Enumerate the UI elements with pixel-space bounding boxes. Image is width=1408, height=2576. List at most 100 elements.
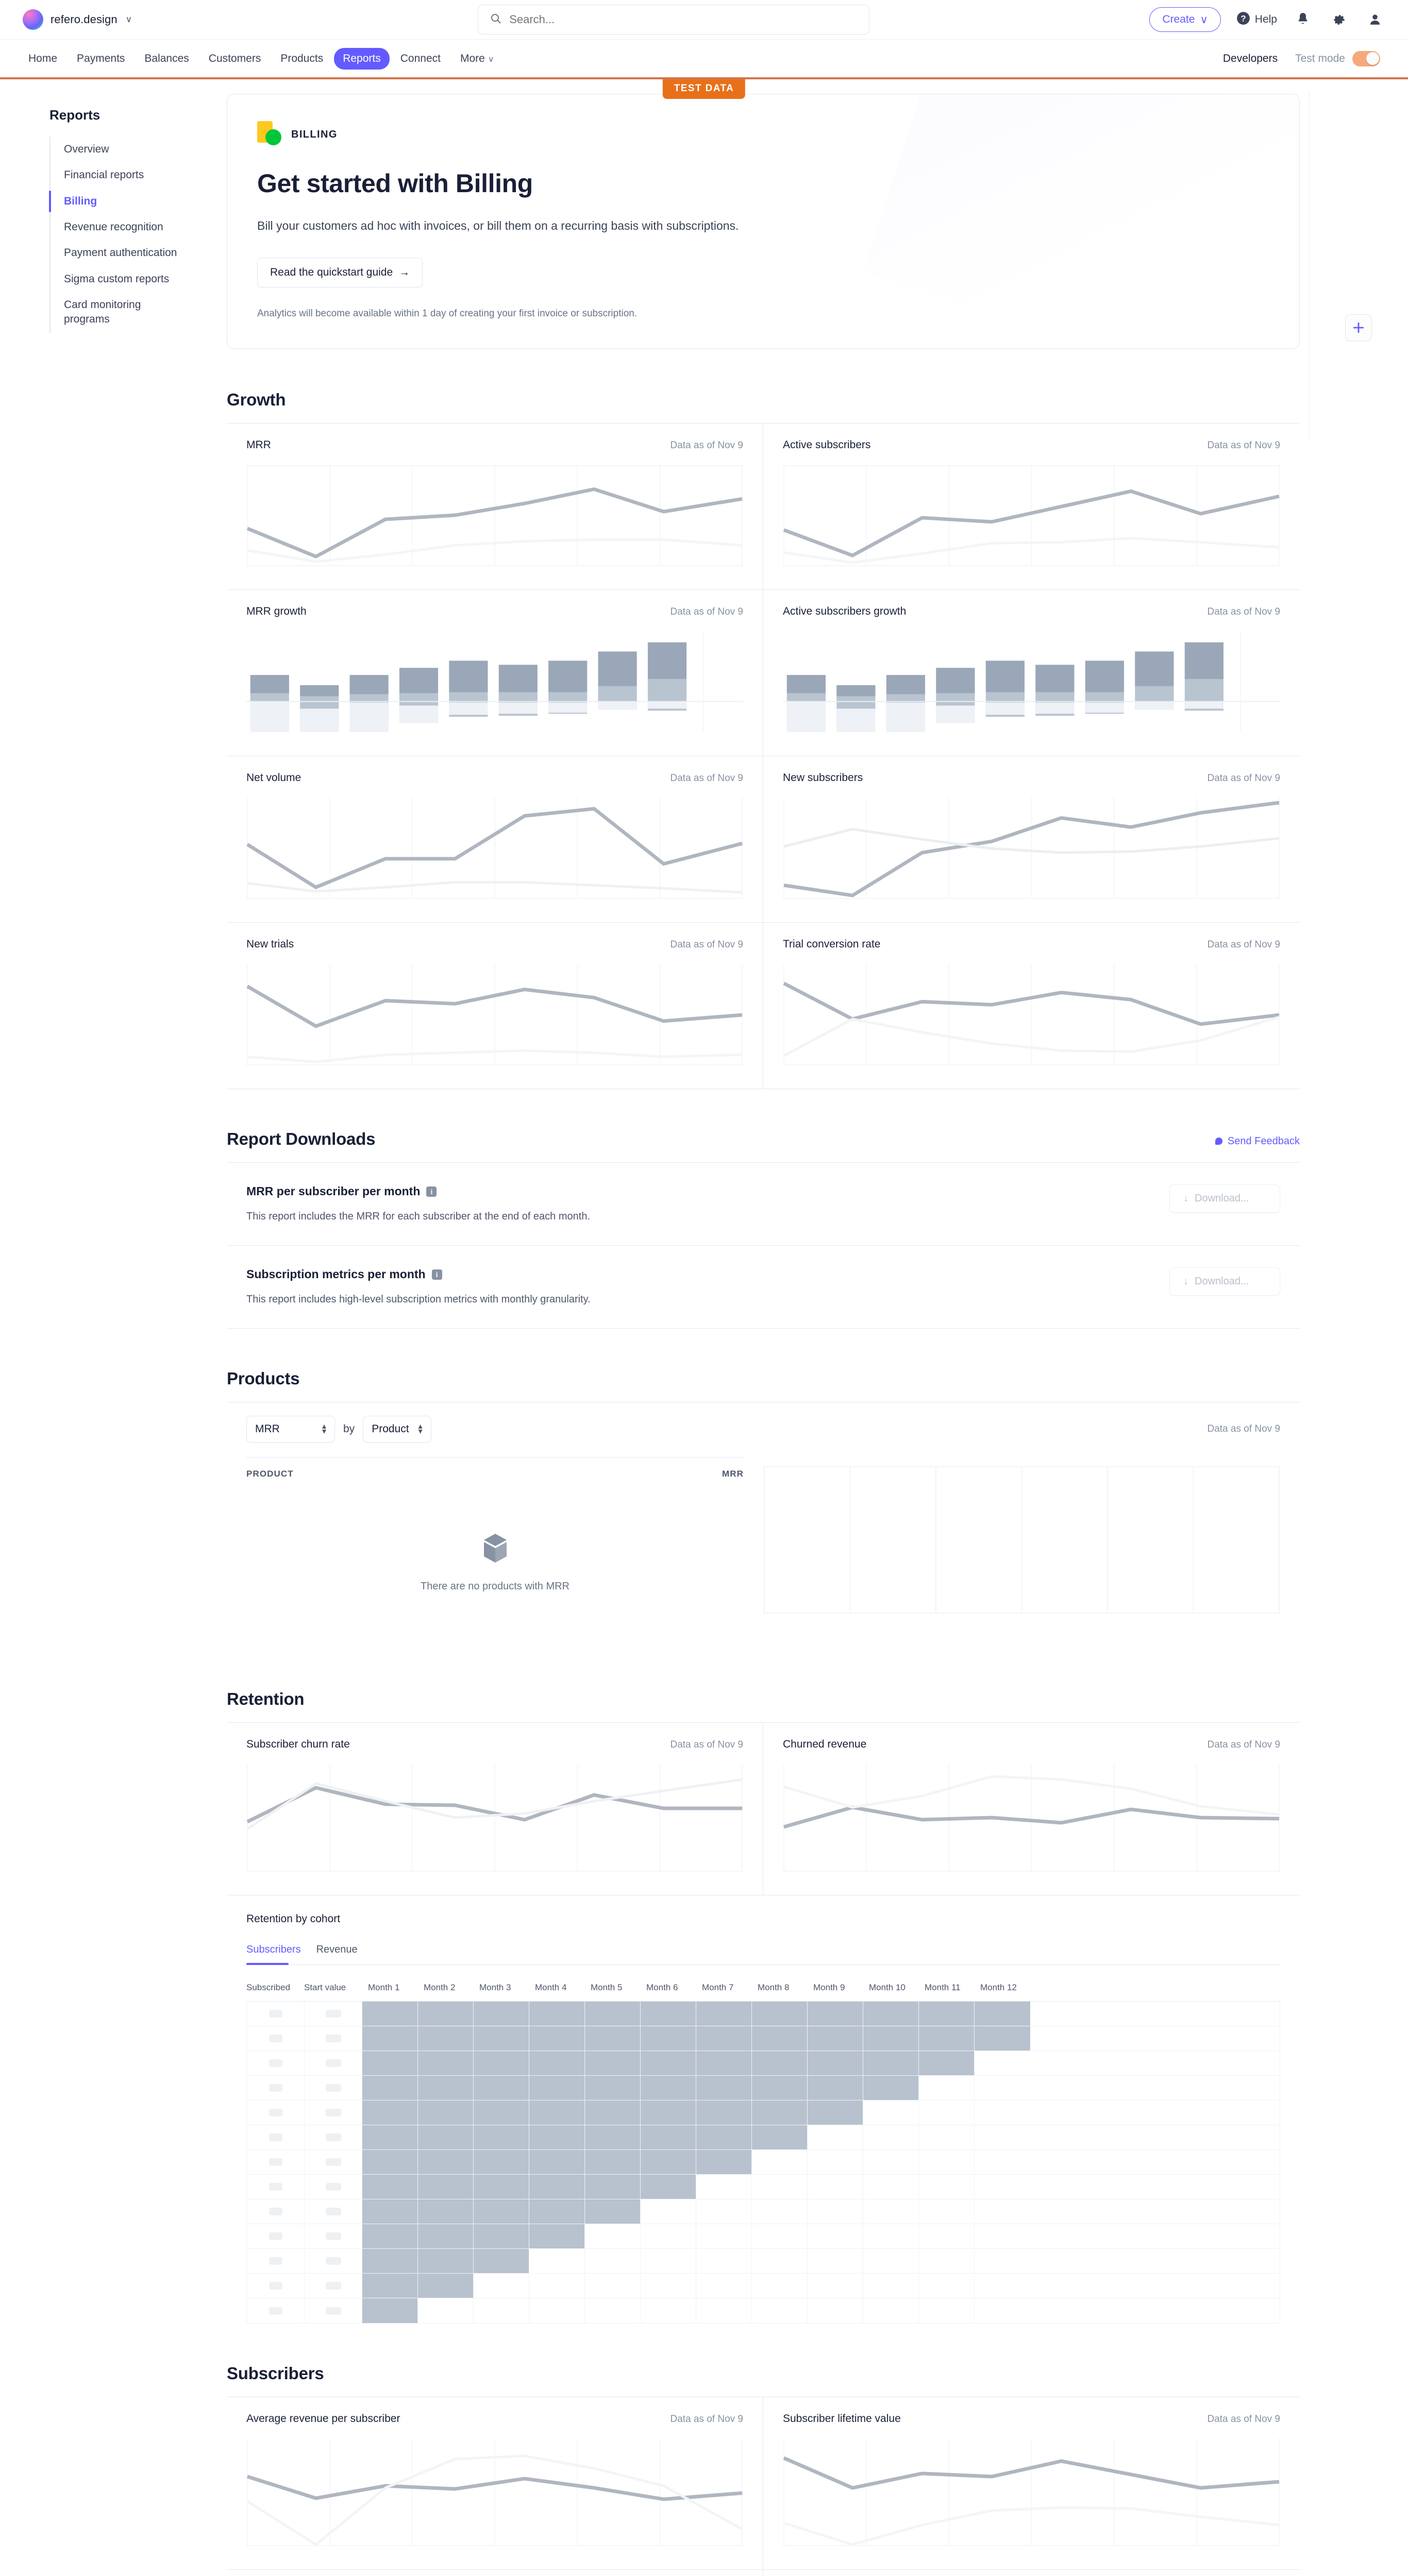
card-title: MRR growth [246, 605, 307, 617]
tab-revenue[interactable]: Revenue [316, 1944, 358, 1955]
card-as-of: Data as of Nov 9 [1207, 440, 1280, 451]
sidebar-item-revenue-recognition[interactable]: Revenue recognition [64, 221, 163, 233]
cohort-skeleton-cell [305, 2224, 362, 2248]
metric-select[interactable]: MRR ▴ ▾ [246, 1416, 335, 1443]
sparkline-new-trials [246, 964, 743, 1065]
help-button[interactable]: ? Help [1236, 11, 1277, 28]
cohort-cell-filled [585, 2199, 641, 2224]
cohort-skeleton-cell [305, 2026, 362, 2050]
gear-icon[interactable] [1329, 9, 1349, 30]
nav-item-home[interactable]: Home [28, 52, 58, 64]
nav-item-more[interactable]: More ∨ [451, 48, 503, 70]
cohort-skeleton-cell [305, 2002, 362, 2026]
cohort-cell-filled [641, 2002, 696, 2026]
cohort-cell-empty [752, 2249, 808, 2273]
cohort-column-header: Month 6 [646, 1982, 678, 1992]
nav-item-balances[interactable]: Balances [144, 52, 189, 64]
card-new-subscribers[interactable]: New subscribers Data as of Nov 9 [763, 756, 1300, 923]
feedback-bubble-icon [1215, 1138, 1222, 1145]
report-row-subscription-metrics: Subscription metrics per month i This re… [227, 1246, 1300, 1329]
retention-section: Retention Subscriber churn rate Data as … [227, 1689, 1300, 2324]
cohort-cell-empty [808, 2298, 863, 2323]
developers-link[interactable]: Developers [1222, 52, 1278, 64]
card-average-revenue-per-subscriber[interactable]: Average revenue per subscriber Data as o… [227, 2397, 763, 2570]
sidebar-item-card-monitoring-programs[interactable]: Card monitoring programs [64, 299, 141, 326]
growth-section: Growth MRR Data as of Nov 9 [227, 390, 1300, 1089]
test-mode-toggle[interactable] [1352, 50, 1380, 66]
cohort-cell-empty [919, 2274, 975, 2298]
sidebar-title: Reports [49, 107, 100, 123]
card-subscriber-churn-rate[interactable]: Subscriber churn rate Data as of Nov 9 [227, 1723, 763, 1895]
cohort-column-header: Month 10 [869, 1982, 906, 1992]
card-net-volume[interactable]: Net volume Data as of Nov 9 [227, 756, 763, 923]
cohort-cell-filled [474, 2002, 529, 2026]
notification-bell-icon[interactable] [1293, 9, 1313, 30]
cohort-column-header: Subscribed [246, 1982, 291, 1992]
info-icon[interactable]: i [426, 1186, 437, 1197]
nav-item-products[interactable]: Products [280, 52, 324, 64]
cohort-cell-empty [529, 2298, 585, 2323]
card-trial-conversion-rate[interactable]: Trial conversion rate Data as of Nov 9 [763, 923, 1300, 1089]
card-title: Active subscribers [783, 439, 871, 451]
card-mrr-growth[interactable]: MRR growth Data as of Nov 9 [227, 590, 763, 756]
tab-subscribers[interactable]: Subscribers [246, 1944, 301, 1964]
cohort-cell-filled [474, 2051, 529, 2075]
subscribers-header: Subscribers [227, 2364, 1300, 2383]
sidebar-item-sigma-custom-reports[interactable]: Sigma custom reports [64, 273, 170, 285]
cohort-cell-filled [362, 2100, 418, 2125]
cohort-skeleton-cell [305, 2100, 362, 2125]
cohort-cell-filled [362, 2224, 418, 2248]
info-icon[interactable]: i [431, 1269, 442, 1280]
nav-item-customers[interactable]: Customers [208, 52, 261, 64]
sidebar-item-financial-reports[interactable]: Financial reports [64, 169, 144, 181]
cohort-cell-empty [808, 2224, 863, 2248]
cohort-cell-filled [418, 2224, 474, 2248]
card-mrr[interactable]: MRR Data as of Nov 9 [227, 423, 763, 590]
cohort-cell-filled [641, 2076, 696, 2100]
page-title: Get started with Billing [257, 169, 533, 198]
add-widget-button[interactable] [1345, 314, 1372, 341]
cohort-cell-empty [641, 2199, 696, 2224]
nav-item-connect[interactable]: Connect [400, 52, 441, 64]
cohort-cell-empty [752, 2199, 808, 2224]
card-churned-revenue[interactable]: Churned revenue Data as of Nov 9 [763, 1723, 1300, 1895]
cohort-cell-filled [863, 2002, 919, 2026]
send-feedback-link[interactable]: Send Feedback [1215, 1136, 1300, 1147]
products-panel: MRR ▴ ▾ by Product ▴ ▾ Data as of Nov 9 [227, 1402, 1300, 1649]
cohort-row [247, 2100, 1280, 2125]
search-input[interactable] [509, 13, 858, 26]
sidebar-item-billing[interactable]: Billing [49, 189, 183, 214]
test-mode-control[interactable]: Test mode [1295, 50, 1380, 66]
account-switcher[interactable]: refero.design ∨ [23, 9, 198, 30]
download-button[interactable]: ↓ Download... [1169, 1184, 1280, 1213]
cohort-cell-filled [474, 2175, 529, 2199]
cohort-cell-filled [529, 2026, 585, 2050]
card-new-trials[interactable]: New trials Data as of Nov 9 [227, 923, 763, 1089]
card-active-subscribers[interactable]: Active subscribers Data as of Nov 9 [763, 423, 1300, 590]
card-active-subscribers-growth[interactable]: Active subscribers growth Data as of Nov… [763, 590, 1300, 756]
sparkline-churned-revenue [783, 1764, 1280, 1872]
user-avatar-icon[interactable] [1365, 9, 1385, 30]
cohort-cell-filled [474, 2100, 529, 2125]
cohort-cell-filled [863, 2026, 919, 2050]
sidebar-item-payment-authentication[interactable]: Payment authentication [64, 247, 177, 259]
cohort-cell-empty [919, 2125, 975, 2149]
cohort-cell-empty [641, 2274, 696, 2298]
cohort-cell-empty [975, 2224, 1030, 2248]
nav-right: Developers Test mode [1222, 50, 1388, 66]
cohort-cell-empty [919, 2199, 975, 2224]
report-downloads-list: MRR per subscriber per month i This repo… [227, 1162, 1300, 1329]
top-bar-actions: Create ∨ ? Help [1149, 7, 1385, 32]
create-button[interactable]: Create ∨ [1149, 7, 1221, 32]
cohort-cell-empty [975, 2125, 1030, 2149]
cohort-row [247, 2274, 1280, 2298]
nav-item-reports[interactable]: Reports [334, 47, 390, 70]
dimension-select[interactable]: Product ▴ ▾ [363, 1416, 431, 1443]
card-subscriber-lifetime-value[interactable]: Subscriber lifetime value Data as of Nov… [763, 2397, 1300, 2570]
download-button[interactable]: ↓ Download... [1169, 1267, 1280, 1296]
cohort-row [247, 2224, 1280, 2249]
search-box[interactable] [478, 5, 870, 35]
nav-item-payments[interactable]: Payments [77, 52, 125, 64]
sidebar-item-overview[interactable]: Overview [64, 143, 109, 155]
quickstart-guide-button[interactable]: Read the quickstart guide → [257, 258, 423, 287]
